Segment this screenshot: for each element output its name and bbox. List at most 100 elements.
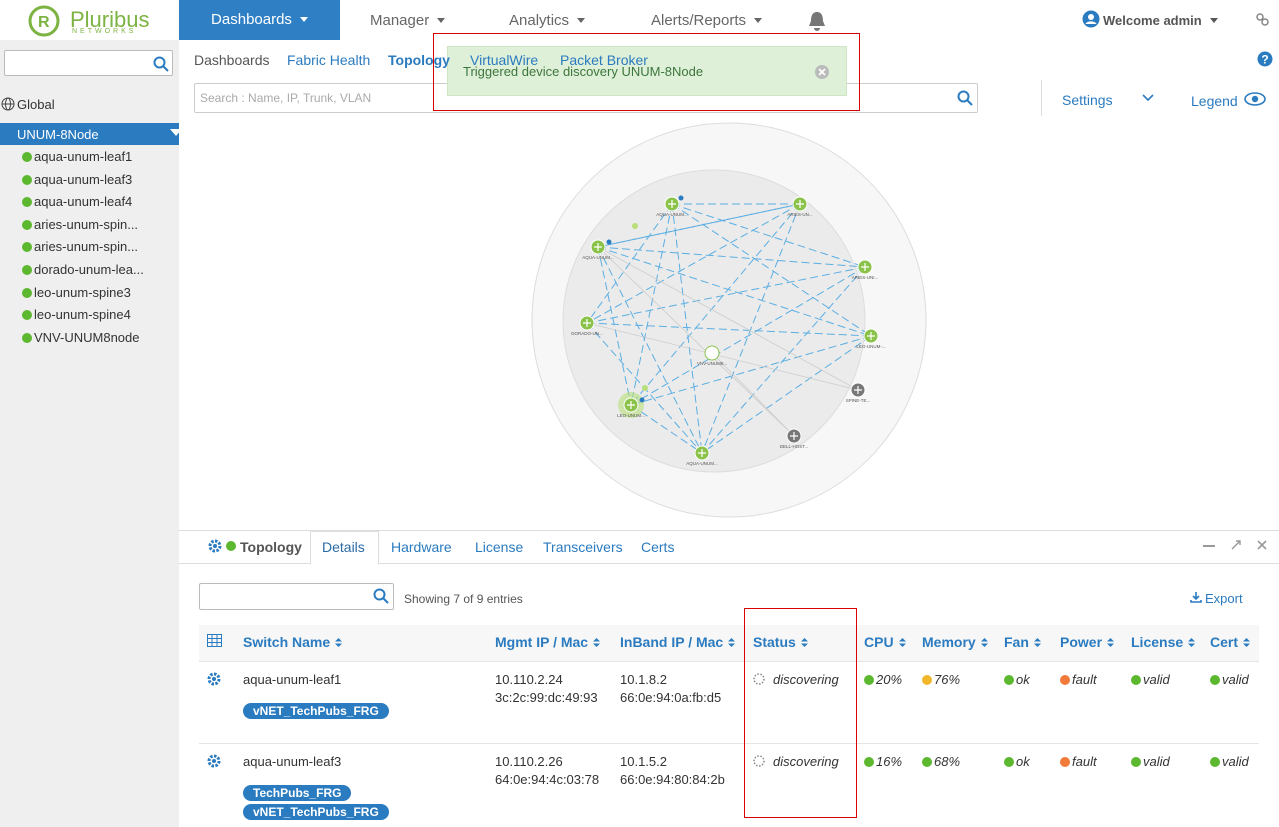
nav-item[interactable]: Analytics (509, 12, 586, 29)
node-label: DORADO-UN... (571, 331, 603, 336)
nav-item[interactable]: Manager (370, 12, 446, 29)
switch-item[interactable]: aqua-unum-leaf4 (22, 194, 132, 209)
column-header[interactable]: CPU (864, 634, 907, 650)
column-header[interactable]: Cert (1210, 634, 1251, 650)
switch-name: VNV-UNUM8node (34, 329, 140, 345)
node-label: LEO-UNUM-... (856, 344, 885, 349)
tag[interactable]: vNET_TechPubs_FRG (243, 804, 389, 820)
panel-tab[interactable]: Hardware (391, 539, 452, 555)
columns-icon[interactable] (207, 634, 222, 647)
column-header[interactable]: Memory (922, 634, 989, 650)
table-search[interactable] (199, 583, 394, 610)
node-badge (606, 239, 612, 245)
panel-tab[interactable]: License (475, 539, 524, 555)
link (701, 335, 872, 454)
memory-value: 76% (934, 672, 961, 687)
row-gear[interactable] (207, 672, 221, 689)
status-dot (922, 757, 932, 767)
link (597, 246, 859, 391)
column-header[interactable]: Fan (1004, 634, 1042, 650)
link (597, 246, 866, 268)
column-header[interactable]: License (1131, 634, 1196, 650)
sort-icon (1102, 634, 1115, 650)
settings-button[interactable]: Settings (1062, 92, 1113, 108)
status-dot (1060, 757, 1070, 767)
status-dot (22, 310, 32, 321)
panel-controls[interactable] (1202, 538, 1272, 552)
subtab[interactable]: Dashboards (194, 52, 270, 68)
switch-item[interactable]: aries-unum-spin... (22, 239, 138, 254)
row-gear[interactable] (207, 754, 221, 771)
switch-item[interactable]: aries-unum-spin... (22, 217, 138, 232)
node-glyph (790, 432, 798, 440)
logo-sub: NETWORKS (72, 28, 137, 35)
node-glyph (861, 263, 869, 271)
legend-button[interactable]: Legend (1191, 93, 1238, 109)
column-header[interactable]: Mgmt IP / Mac (495, 634, 601, 650)
panel-tab[interactable]: Topology (240, 539, 302, 555)
link (597, 246, 632, 406)
subtab[interactable]: Fabric Health (287, 52, 371, 68)
link (630, 203, 673, 406)
export-button[interactable]: Export (1205, 591, 1243, 606)
status-dot (1004, 757, 1014, 767)
switch-name: aqua-unum-leaf3 (243, 754, 342, 769)
link (701, 266, 866, 454)
inband-mac: 66:0e:94:80:84:2b (620, 772, 725, 787)
panel-tab[interactable]: Transceivers (543, 539, 623, 555)
switch-item[interactable]: leo-unum-spine4 (22, 307, 131, 322)
header-label: Cert (1210, 634, 1239, 650)
node-glyph (867, 332, 875, 340)
power-cell: fault (1060, 672, 1097, 687)
status-dot (22, 152, 32, 162)
gear-icon[interactable] (208, 539, 222, 553)
column-header[interactable]: InBand IP / Mac (620, 634, 736, 650)
switch-item[interactable]: VNV-UNUM8node (22, 330, 140, 345)
nav-label: Alerts/Reports (651, 12, 747, 29)
help-icon[interactable]: ? (1257, 51, 1273, 67)
fan-value: ok (1016, 754, 1030, 769)
toast-close[interactable] (814, 64, 830, 80)
cpu-cell: 20% (864, 672, 902, 687)
switch-item[interactable]: dorado-unum-lea... (22, 262, 144, 277)
tools-icon[interactable] (1255, 12, 1269, 26)
caret (437, 18, 446, 23)
subtab[interactable]: VirtualWire (470, 52, 539, 68)
node-glyph (594, 243, 602, 251)
panel-tab[interactable]: Details (322, 539, 365, 555)
subtab[interactable]: Packet Broker (560, 52, 648, 68)
globe-icon (1, 97, 15, 111)
node-glyph (627, 401, 635, 409)
license-value: valid (1143, 754, 1170, 769)
topology-graph: AQUA-UNUM... ARIES-UN... AQUA-UNUM... ARIES… (531, 122, 927, 518)
tag[interactable]: vNET_TechPubs_FRG (243, 703, 389, 719)
nav-item[interactable]: Alerts/Reports (651, 12, 763, 29)
subtab[interactable]: Topology (388, 52, 450, 68)
column-header[interactable]: Status (753, 634, 809, 650)
user-menu[interactable]: Welcome admin (1103, 13, 1218, 28)
switch-item[interactable]: leo-unum-spine3 (22, 285, 131, 300)
memory-value: 68% (934, 754, 961, 769)
status: discovering (753, 754, 839, 769)
toast (447, 46, 847, 96)
bell-icon[interactable] (807, 10, 827, 32)
node-label: AQUA-UNUM... (582, 255, 614, 260)
nav-item[interactable]: Dashboards (179, 0, 340, 40)
global-item[interactable]: Global (17, 97, 55, 112)
sidebar-search[interactable] (4, 50, 173, 76)
switch-item[interactable]: aqua-unum-leaf1 (22, 149, 132, 164)
highlight-box (744, 608, 857, 818)
node-badge (678, 195, 684, 201)
status-dot (864, 675, 874, 685)
svg-text:?: ? (1261, 53, 1268, 67)
panel-tab[interactable]: Certs (641, 539, 675, 555)
status-dot (1060, 675, 1070, 685)
switch-item[interactable]: aqua-unum-leaf3 (22, 172, 132, 187)
column-header[interactable]: Switch Name (243, 634, 343, 650)
tag[interactable]: TechPubs_FRG (243, 785, 352, 801)
column-header[interactable]: Power (1060, 634, 1115, 650)
divider (1041, 80, 1042, 116)
cert-cell: valid (1210, 672, 1249, 687)
fabric-selected[interactable] (0, 123, 179, 145)
node-glyph (854, 386, 862, 394)
